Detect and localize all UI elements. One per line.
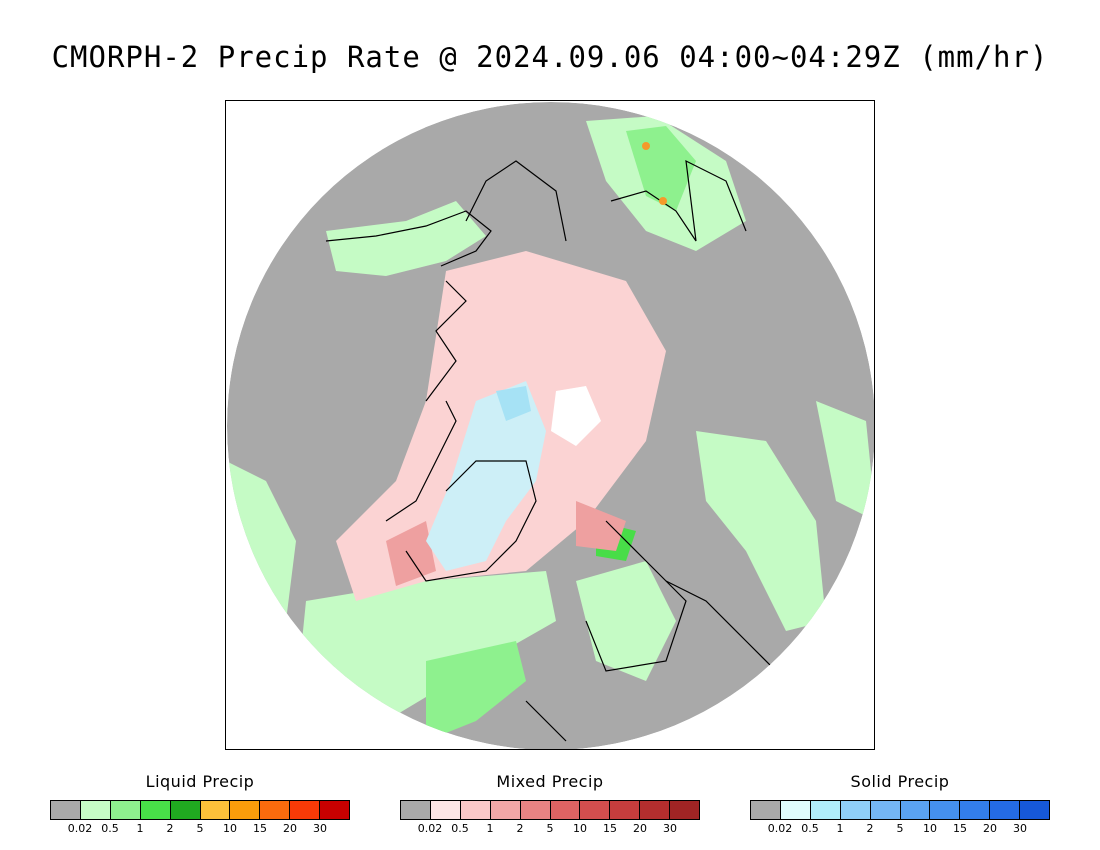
mixed-precip-area [386, 521, 436, 586]
map-disk-layer [227, 102, 874, 749]
legend-tick-label: 0.02 [417, 822, 443, 835]
solid-precip-layer [426, 381, 601, 571]
solid-precip-area [426, 381, 546, 571]
legend-swatch [870, 801, 901, 819]
legend-swatch [490, 801, 521, 819]
legend-tick-label: 30 [663, 822, 677, 835]
coastline-siberia-east [465, 160, 567, 242]
legend-tick-label: 2 [166, 822, 174, 835]
pole-data-gap [551, 386, 601, 446]
legend-tick-label: 0.02 [767, 822, 793, 835]
liquid-precip-area [696, 431, 826, 631]
legend-title-solid: Solid Precip [850, 772, 950, 791]
legend-bar-solid [750, 800, 1050, 820]
legend-tick-label: 10 [923, 822, 937, 835]
legend-swatch [640, 801, 671, 819]
legend-tick-label: 1 [486, 822, 494, 835]
legend-tick-label: 30 [313, 822, 327, 835]
legend-tick-label: 15 [603, 822, 617, 835]
legend-solid: Solid Precip 0.02 0.5 1 2 5 10 15 20 30 [750, 772, 1050, 835]
legend-swatch [320, 801, 350, 819]
legend-tick-label: 30 [1013, 822, 1027, 835]
legend-swatch [670, 801, 700, 819]
legend-tick-label: 0.02 [67, 822, 93, 835]
coastline-siberia-west [610, 159, 747, 242]
legend-swatch [230, 801, 261, 819]
mixed-precip-area [576, 501, 626, 551]
legend-tick-label: 2 [866, 822, 874, 835]
liquid-precip-area [816, 401, 874, 521]
legend-liquid: Liquid Precip 0.02 0.5 1 2 5 10 15 20 30 [50, 772, 350, 835]
legend-swatch [200, 801, 231, 819]
coastline-canada-north [425, 280, 467, 402]
legend-ticks-mixed: 0.02 0.5 1 2 5 10 15 20 30 [400, 822, 700, 838]
liquid-precip-area [326, 201, 486, 276]
heavy-precip-cell [659, 197, 667, 205]
legend-swatch [110, 801, 141, 819]
legend-ticks-solid: 0.02 0.5 1 2 5 10 15 20 30 [750, 822, 1050, 838]
legend-swatch [900, 801, 931, 819]
chart-title: CMORPH-2 Precip Rate @ 2024.09.06 04:00~… [51, 40, 1049, 74]
legend-title-mixed: Mixed Precip [496, 772, 604, 791]
coastline-greenland [405, 460, 537, 582]
heavy-precip-cell [642, 142, 650, 150]
legend-bar-liquid [50, 800, 350, 820]
solid-precip-area [496, 386, 531, 421]
legend-ticks-liquid: 0.02 0.5 1 2 5 10 15 20 30 [50, 822, 350, 838]
legend-tick-label: 10 [573, 822, 587, 835]
legend-swatch [550, 801, 581, 819]
legend-swatch [810, 801, 841, 819]
legend-tick-label: 15 [253, 822, 267, 835]
legend-swatch [580, 801, 611, 819]
legend-swatch [80, 801, 111, 819]
legend-swatch [840, 801, 871, 819]
legend-swatch [260, 801, 291, 819]
legend-tick-label: 1 [836, 822, 844, 835]
coastline-scandinavia [585, 520, 687, 672]
legend-bar-mixed [400, 800, 700, 820]
legend-swatch [520, 801, 551, 819]
legend-title-liquid: Liquid Precip [145, 772, 255, 791]
polar-precip-map [227, 102, 874, 749]
legend-swatch [290, 801, 321, 819]
legend-swatch [430, 801, 461, 819]
legend-tick-label: 0.5 [101, 822, 119, 835]
legend-tick-label: 2 [516, 822, 524, 835]
liquid-precip-area [426, 641, 526, 741]
legend-swatch [170, 801, 201, 819]
legend-swatch [780, 801, 811, 819]
legend-swatch [751, 801, 781, 819]
liquid-precip-area [576, 561, 676, 681]
legend-mixed: Mixed Precip 0.02 0.5 1 2 5 10 15 20 30 [400, 772, 700, 835]
legend-swatch [460, 801, 491, 819]
coastline-british-isles [525, 700, 567, 742]
legend-swatch [990, 801, 1021, 819]
legend-swatch [140, 801, 171, 819]
legend-tick-label: 5 [196, 822, 204, 835]
legend-tick-label: 10 [223, 822, 237, 835]
coastline-alaska [325, 210, 492, 267]
map-panel [225, 100, 875, 750]
heavy-cells-layer [642, 142, 667, 205]
legend-tick-label: 0.5 [801, 822, 819, 835]
legend-swatch [930, 801, 961, 819]
legend-swatch [960, 801, 991, 819]
legend-swatch [1020, 801, 1050, 819]
legend-swatch [51, 801, 81, 819]
legend-tick-label: 5 [896, 822, 904, 835]
legend-swatch [401, 801, 431, 819]
legend-tick-label: 0.5 [451, 822, 469, 835]
legend-tick-label: 1 [136, 822, 144, 835]
legend-swatch [610, 801, 641, 819]
coastline-arctic-archipelago [385, 400, 457, 522]
legend-tick-label: 5 [546, 822, 554, 835]
legend-tick-label: 20 [283, 822, 297, 835]
legend-tick-label: 20 [633, 822, 647, 835]
legend-tick-label: 20 [983, 822, 997, 835]
legend-tick-label: 15 [953, 822, 967, 835]
